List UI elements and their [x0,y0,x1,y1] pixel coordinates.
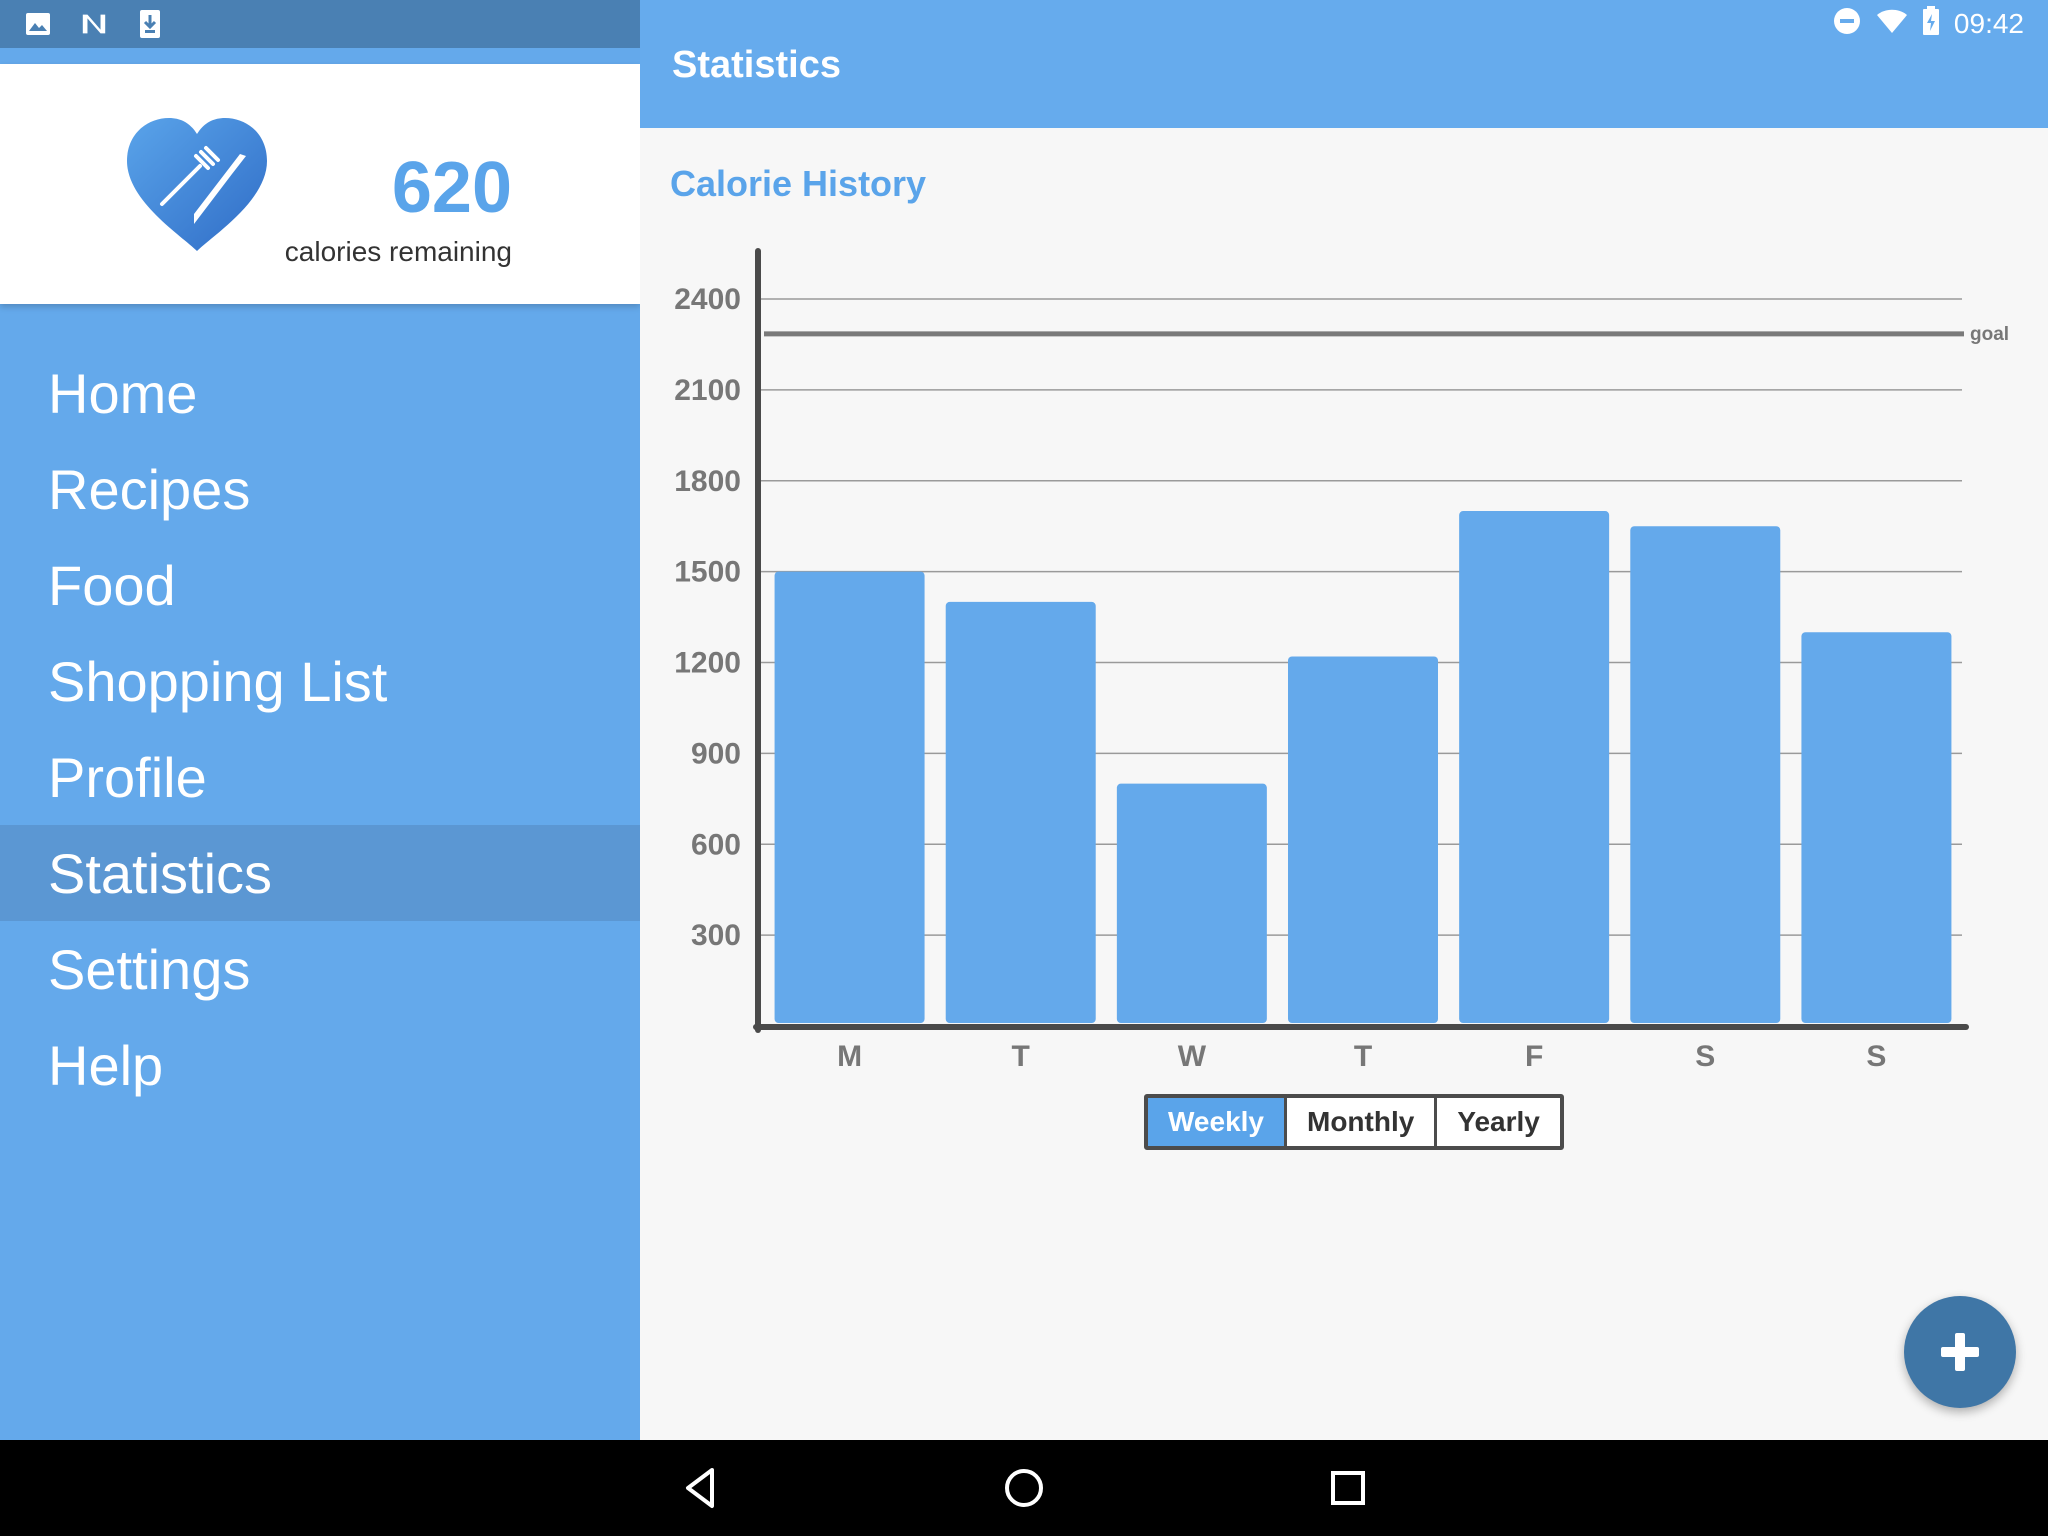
drawer-menu: Home Recipes Food Shopping List Profile … [0,345,640,1113]
x-tick-label: S [1695,1040,1715,1073]
menu-item-help[interactable]: Help [0,1017,640,1113]
y-tick-label: 600 [691,828,741,861]
chart-bar [774,571,925,1023]
clock: 09:42 [1953,8,2024,39]
menu-item-statistics[interactable]: Statistics [0,825,640,921]
statistics-content: Calorie History 300 600 900 1200 1500 1800 210… [640,128,2048,1440]
menu-item-label: Recipes [48,457,251,521]
y-tick-label: 1500 [674,556,741,589]
x-tick-label: T [1012,1040,1030,1073]
menu-item-label: Home [48,361,198,425]
navigation-drawer: 620 calories remaining Home Recipes Food… [0,0,640,1440]
menu-item-label: Statistics [48,841,273,905]
y-tick-label: 1200 [674,647,741,680]
image-icon [24,10,52,38]
do-not-disturb-icon [1832,6,1862,43]
app-bar: Statistics 09:42 [640,0,2048,128]
chart-bar [1288,656,1438,1023]
x-tick-label: S [1866,1040,1886,1073]
home-icon[interactable] [1000,1464,1048,1512]
menu-item-label: Shopping List [48,649,388,713]
n-notification-icon [80,10,108,38]
status-bar-left [0,0,640,48]
y-tick-label: 2100 [674,374,741,407]
menu-item-home[interactable]: Home [0,345,640,441]
page-title: Statistics [672,44,841,86]
x-tick-label: M [837,1040,862,1073]
y-tick-label: 900 [691,737,741,770]
x-tick-label: W [1178,1040,1207,1073]
drawer-header: 620 calories remaining [0,64,640,304]
menu-item-label: Help [48,1033,164,1097]
monthly-button[interactable]: Monthly [1287,1098,1435,1146]
menu-item-shopping-list[interactable]: Shopping List [0,633,640,729]
menu-item-recipes[interactable]: Recipes [0,441,640,537]
menu-item-settings[interactable]: Settings [0,921,640,1017]
y-tick-label: 2400 [674,283,741,316]
chart-bar [1459,511,1610,1023]
heart-fork-knife-logo [127,118,267,251]
range-toggle: Weekly Monthly Yearly [1144,1094,1564,1150]
x-tick-label: T [1354,1040,1372,1073]
calories-remaining-label: calories remaining [284,236,512,267]
goal-label: goal [1970,324,2009,345]
menu-item-label: Profile [48,745,207,809]
y-tick-label: 300 [691,919,741,952]
plus-icon [1941,1333,1979,1371]
battery-charging-icon [1922,5,1940,43]
wifi-icon [1876,8,1908,41]
download-icon [136,10,164,38]
menu-item-label: Food [48,553,176,617]
menu-item-profile[interactable]: Profile [0,729,640,825]
status-bar-right: 09:42 [1832,5,2024,43]
yearly-button[interactable]: Yearly [1437,1098,1560,1146]
section-title: Calorie History [670,163,927,204]
add-button[interactable] [1904,1296,2016,1408]
menu-item-label: Settings [48,937,251,1001]
chart-bar [1801,632,1952,1023]
system-navigation-bar [0,1440,2048,1536]
chart-bar [945,601,1096,1023]
chart-bar [1116,783,1267,1023]
menu-item-food[interactable]: Food [0,537,640,633]
recents-icon[interactable] [1324,1464,1372,1512]
chart-bar [1630,526,1781,1023]
calories-remaining-value: 620 [391,148,512,228]
weekly-button[interactable]: Weekly [1148,1098,1284,1146]
x-tick-label: F [1525,1040,1543,1073]
y-tick-label: 1800 [674,465,741,498]
back-icon[interactable] [676,1464,724,1512]
